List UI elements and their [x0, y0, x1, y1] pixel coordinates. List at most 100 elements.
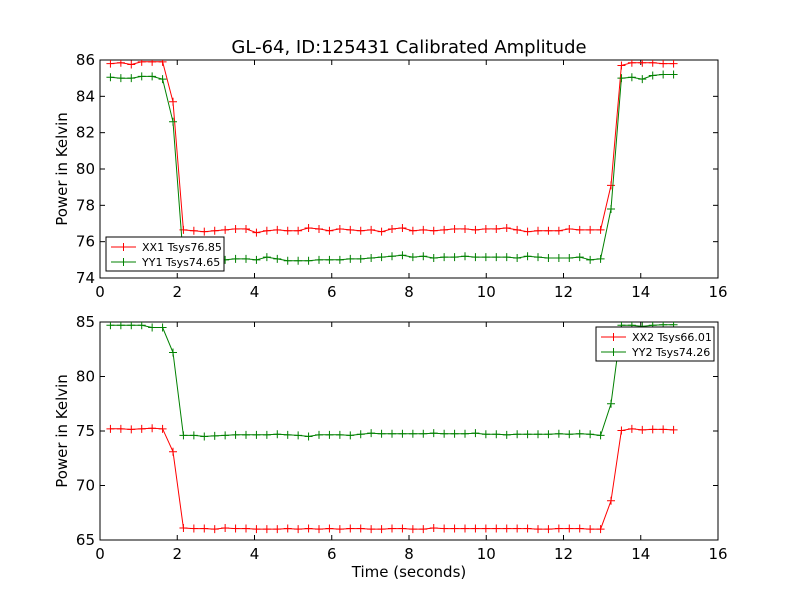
data-point	[607, 204, 616, 213]
data-point	[346, 225, 355, 234]
data-point	[335, 255, 344, 264]
data-point	[231, 254, 240, 263]
data-point	[116, 74, 125, 83]
data-point	[106, 424, 115, 433]
legend-label: YY2 Tsys74.26	[631, 346, 710, 359]
data-point	[471, 225, 480, 234]
data-point	[179, 524, 188, 533]
legend-label: XX1 Tsys76.85	[142, 241, 222, 254]
data-point	[294, 525, 303, 534]
y-tick-label: 74	[76, 269, 95, 287]
data-point	[315, 255, 324, 264]
data-point	[513, 430, 522, 439]
y-tick-label: 80	[76, 160, 95, 178]
data-point	[367, 429, 376, 438]
data-point	[513, 225, 522, 234]
data-point	[659, 60, 668, 68]
data-point	[575, 524, 584, 533]
data-point	[523, 227, 532, 236]
data-point	[408, 253, 417, 262]
legend-box	[105, 236, 225, 272]
data-point	[596, 225, 605, 234]
x-tick-label: 12	[554, 283, 573, 301]
data-point	[554, 226, 563, 235]
data-point	[513, 524, 522, 533]
x-axis-label: Time (seconds)	[351, 563, 467, 581]
y-tick-label: 76	[76, 233, 95, 251]
data-point	[106, 322, 115, 330]
data-point	[440, 225, 449, 234]
chart-panel-1: 0 2 4 6 8 10 12 14 16 74 76 78 80 82 84 86 Power in Kelv…	[53, 51, 728, 301]
x-tick-label: 2	[172, 283, 182, 301]
x-tick-label: 14	[631, 283, 650, 301]
data-point	[471, 524, 480, 533]
data-point	[596, 254, 605, 263]
data-point	[429, 254, 438, 263]
data-point	[554, 429, 563, 438]
data-point	[325, 255, 334, 264]
data-point	[398, 524, 407, 533]
data-point	[544, 525, 553, 534]
data-point	[148, 60, 157, 66]
data-point	[242, 524, 251, 533]
data-point	[429, 429, 438, 438]
data-point	[565, 254, 574, 263]
plot-area	[106, 60, 678, 266]
data-point	[607, 496, 616, 505]
data-point	[137, 72, 146, 81]
series-line-2	[110, 74, 674, 263]
x-tick-label: 0	[95, 545, 105, 563]
data-point	[346, 254, 355, 263]
data-point	[346, 524, 355, 533]
data-point	[638, 425, 647, 434]
data-point	[627, 60, 636, 67]
data-point	[502, 430, 511, 439]
data-point	[283, 524, 292, 533]
data-point	[419, 252, 428, 261]
data-point	[627, 73, 636, 82]
data-point	[492, 430, 501, 439]
data-point	[408, 226, 417, 235]
data-point	[523, 524, 532, 533]
x-tick-label: 0	[95, 283, 105, 301]
data-point	[398, 251, 407, 260]
data-point	[242, 254, 251, 263]
data-point	[586, 430, 595, 439]
legend-marker	[119, 243, 128, 251]
data-point	[210, 226, 219, 235]
series-line-2	[110, 324, 674, 437]
data-point	[617, 426, 626, 435]
data-point	[481, 253, 490, 262]
data-point	[481, 430, 490, 439]
data-point	[377, 253, 386, 262]
data-point	[283, 430, 292, 439]
data-point	[315, 430, 324, 439]
data-point	[169, 348, 178, 357]
data-point	[617, 61, 626, 70]
data-point	[252, 525, 261, 534]
data-point	[127, 74, 136, 83]
data-point	[565, 524, 574, 533]
data-point	[440, 524, 449, 533]
data-point	[554, 524, 563, 533]
data-point	[356, 524, 365, 533]
data-point	[294, 256, 303, 265]
data-point	[294, 431, 303, 440]
data-point	[148, 323, 157, 332]
data-point	[388, 224, 397, 233]
data-point	[262, 430, 271, 439]
data-point	[116, 322, 125, 330]
data-point	[440, 429, 449, 438]
data-point	[304, 432, 313, 441]
data-point	[523, 430, 532, 439]
data-point	[262, 253, 271, 262]
y-axis-label: Power in Kelvin	[53, 112, 71, 226]
data-point	[304, 256, 313, 265]
data-point	[638, 60, 647, 67]
data-point	[189, 226, 198, 235]
data-point	[586, 525, 595, 534]
data-point	[534, 525, 543, 534]
data-point	[367, 225, 376, 234]
data-point	[106, 73, 115, 82]
